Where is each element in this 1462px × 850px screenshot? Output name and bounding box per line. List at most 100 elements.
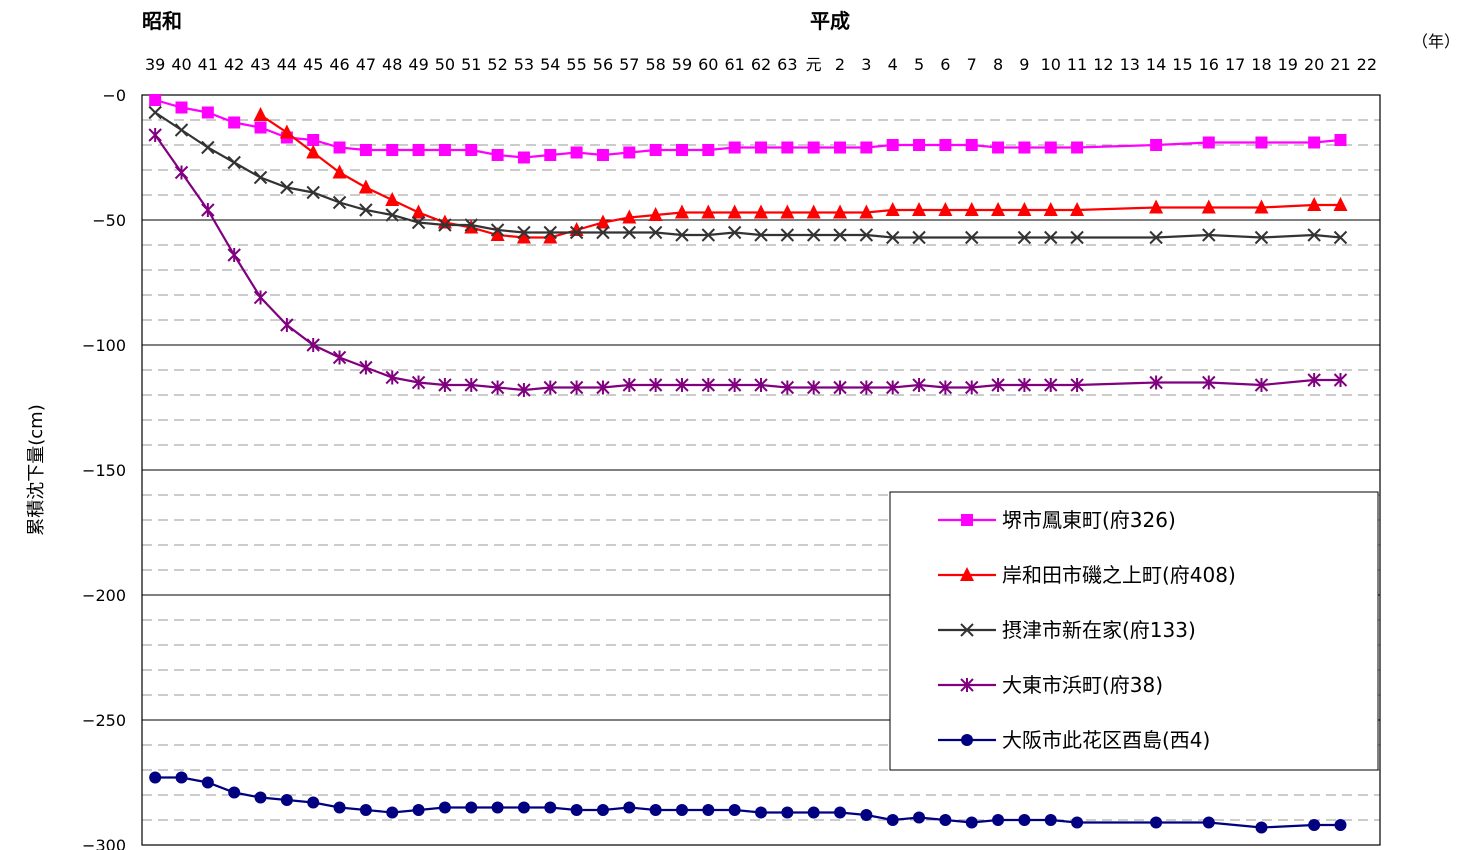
data-point <box>1201 199 1216 214</box>
data-point <box>1333 197 1348 211</box>
data-point <box>1150 139 1163 151</box>
era-label-showa: 昭和 <box>142 9 182 33</box>
data-point <box>649 144 662 156</box>
data-point <box>148 128 162 142</box>
data-point <box>885 230 900 245</box>
x-tick-label: 10 <box>1041 55 1061 74</box>
x-tick-label: 12 <box>1093 55 1113 74</box>
x-tick-label: 58 <box>645 55 665 74</box>
data-point <box>1254 378 1269 392</box>
data-point <box>727 225 742 240</box>
x-tick-label: 44 <box>277 55 297 74</box>
data-point <box>175 771 188 784</box>
data-point <box>543 225 557 240</box>
x-tick-label: 53 <box>514 55 534 74</box>
legend-item: 大東市浜町(府38) <box>938 673 1163 697</box>
x-axis-unit: （年） <box>1412 32 1460 51</box>
data-point <box>912 202 927 216</box>
data-point <box>649 804 662 816</box>
data-point <box>1149 230 1163 245</box>
x-tick-label: 61 <box>724 55 744 74</box>
data-point <box>543 380 557 395</box>
data-point <box>254 791 267 804</box>
x-tick-label: 6 <box>940 55 950 74</box>
data-point <box>755 806 767 819</box>
legend-swatch-marker <box>961 734 973 746</box>
data-point <box>622 378 637 392</box>
x-tick-label: 8 <box>993 55 1003 74</box>
data-point <box>886 139 899 151</box>
data-point <box>1255 821 1268 834</box>
data-point <box>438 218 452 232</box>
data-point <box>806 380 821 395</box>
data-point <box>674 204 689 219</box>
data-point <box>280 180 294 195</box>
data-point <box>728 804 741 816</box>
x-tick-label: 43 <box>250 55 270 74</box>
data-point <box>728 141 741 154</box>
data-point <box>490 380 505 395</box>
data-point <box>569 225 584 240</box>
data-point <box>307 134 320 146</box>
data-point <box>201 203 215 217</box>
data-point <box>1017 230 1032 245</box>
data-point <box>727 204 742 219</box>
data-point <box>780 380 795 395</box>
data-point <box>912 230 926 245</box>
data-point <box>280 318 294 332</box>
data-point <box>227 248 241 262</box>
series-2 <box>148 105 1348 245</box>
y-tick-label: −250 <box>82 711 126 730</box>
x-tick-label: 62 <box>751 55 771 74</box>
data-point <box>623 801 636 814</box>
data-point <box>438 144 451 156</box>
data-point <box>516 229 531 244</box>
data-point <box>595 214 610 229</box>
x-tick-label: 11 <box>1067 55 1087 74</box>
x-tick-label: 63 <box>777 55 797 74</box>
data-point <box>859 380 874 395</box>
data-point <box>1018 814 1031 826</box>
data-point <box>833 380 847 395</box>
data-point <box>1150 816 1163 829</box>
data-point <box>438 378 452 392</box>
data-point <box>517 151 530 164</box>
x-tick-label: 59 <box>672 55 692 74</box>
data-point <box>912 378 926 392</box>
data-point <box>965 816 978 829</box>
data-point <box>491 801 504 814</box>
data-point <box>544 149 557 161</box>
data-point <box>859 228 874 242</box>
x-tick-label: 17 <box>1225 55 1245 74</box>
x-tick-label: 49 <box>408 55 428 74</box>
data-point <box>992 814 1005 826</box>
data-point <box>543 229 558 244</box>
y-tick-label: −150 <box>82 461 126 480</box>
data-point <box>411 375 426 390</box>
x-tick-label: 40 <box>171 55 191 74</box>
data-point <box>253 170 268 185</box>
data-point <box>701 228 716 242</box>
data-point <box>359 203 373 217</box>
y-tick-label: −0 <box>102 86 126 105</box>
data-point <box>992 141 1005 154</box>
x-tick-label: 5 <box>914 55 924 74</box>
data-point <box>149 771 162 784</box>
data-point <box>938 202 953 216</box>
data-point <box>201 106 214 119</box>
data-point <box>1307 197 1322 211</box>
x-tick-label: 14 <box>1146 55 1166 74</box>
data-point <box>1149 199 1164 214</box>
data-point <box>227 155 241 170</box>
x-tick-label: 42 <box>224 55 244 74</box>
data-point <box>1071 816 1084 829</box>
x-tick-label: 元 <box>806 55 822 74</box>
data-point <box>332 164 347 179</box>
data-point <box>1070 378 1084 392</box>
series-line <box>154 98 1341 159</box>
x-tick-label: 52 <box>487 55 507 74</box>
data-point <box>1202 136 1215 149</box>
data-point <box>1043 202 1058 216</box>
x-tick-label: 57 <box>619 55 639 74</box>
